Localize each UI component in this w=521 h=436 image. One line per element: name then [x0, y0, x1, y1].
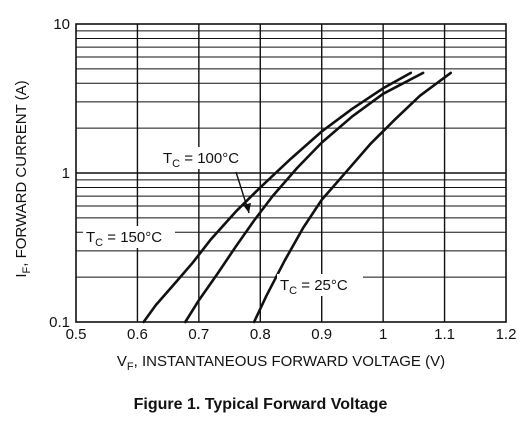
series-annotations: TC = 150°C TC = 100°C TC = 25°C [83, 147, 363, 297]
x-tick-label: 1.1 [434, 326, 455, 343]
x-tick-label: 0.8 [250, 326, 271, 343]
series-label-1: TC = 100°C [163, 150, 239, 170]
figure-caption: Figure 1. Typical Forward Voltage [133, 396, 388, 413]
annotation-background [83, 226, 175, 248]
plot-border [75, 23, 507, 323]
annotation-background [277, 274, 363, 296]
x-tick-label: 1 [379, 326, 387, 343]
annotation-background [160, 147, 250, 169]
series-label-2: TC = 25°C [280, 277, 348, 297]
y-tick-label: 0.1 [49, 314, 70, 331]
x-tick-label: 0.9 [311, 326, 332, 343]
series-label-0: TC = 150°C [86, 229, 162, 249]
x-tick-label: 1.2 [496, 326, 517, 343]
x-tick-label: 0.6 [127, 326, 148, 343]
plot-frame [75, 23, 507, 323]
series-line-2 [252, 71, 452, 324]
y-tick-label: 10 [53, 16, 70, 33]
x-tick-label: 0.5 [66, 326, 87, 343]
axis-labels: VF, INSTANTANEOUS FORWARD VOLTAGE (V) IF,… [13, 80, 445, 373]
y-axis-label: IF, FORWARD CURRENT (A) [13, 80, 33, 277]
x-axis-label: VF, INSTANTANEOUS FORWARD VOLTAGE (V) [117, 353, 445, 373]
grid-lines [76, 24, 506, 322]
x-tick-label: 0.7 [188, 326, 209, 343]
series-curves [142, 71, 452, 324]
y-tick-label: 1 [62, 165, 70, 182]
series-line-1 [184, 71, 425, 324]
annotation-arrowhead [243, 203, 251, 213]
series-line-0 [142, 71, 413, 324]
tick-labels: 0.5 0.6 0.7 0.8 0.9 1 1.1 1.2 0.1 1 10 [49, 16, 516, 343]
